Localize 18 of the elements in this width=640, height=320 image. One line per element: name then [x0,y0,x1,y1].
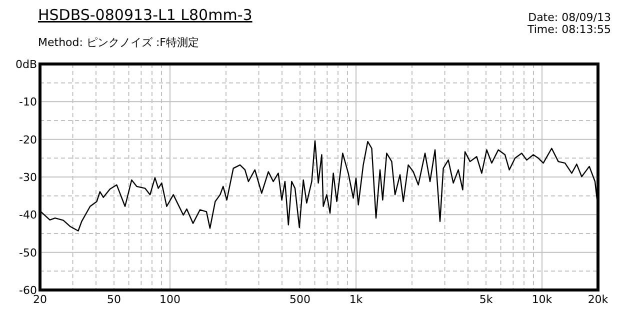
chart-title: HSDBS-080913-L1 L80mm-3 [38,6,252,24]
y-tick-label: -40 [19,208,37,222]
x-tick-label: 20 [33,293,47,306]
y-tick-label: 0dB [15,58,37,71]
x-tick-label: 5k [479,293,494,306]
x-tick-label: 100 [160,293,181,306]
x-tick-label: 10k [532,293,553,306]
x-tick-label: 20k [588,293,609,306]
text: Date: 08/09/13 [528,11,611,24]
x-tick-label: 500 [290,293,311,306]
y-tick-label: -30 [19,171,37,184]
x-tick-label: 50 [107,293,122,306]
y-tick-label: -50 [19,246,37,260]
text: Time: 08:13:55 [526,23,611,36]
x-tick-label: 1k [349,293,364,306]
y-tick-label: -10 [19,96,37,109]
y-tick-label: -20 [19,133,37,146]
chart-subtitle: Method: ピンクノイズ :F特測定 [38,36,199,49]
